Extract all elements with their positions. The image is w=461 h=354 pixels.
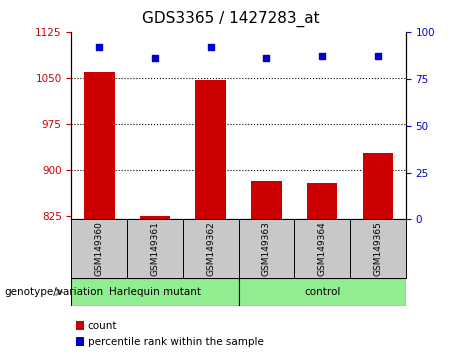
Bar	[294, 219, 350, 278]
Text: GDS3365 / 1427283_at: GDS3365 / 1427283_at	[142, 11, 319, 27]
Bar	[76, 337, 84, 346]
Bar	[238, 278, 406, 306]
Point	[207, 44, 214, 50]
Text: GSM149364: GSM149364	[318, 221, 327, 276]
Text: GSM149363: GSM149363	[262, 221, 271, 276]
Bar	[350, 219, 406, 278]
Bar	[71, 219, 127, 278]
Point	[263, 55, 270, 61]
Bar	[183, 219, 238, 278]
Bar	[251, 181, 282, 219]
Bar	[307, 183, 337, 219]
Point	[151, 55, 159, 61]
Bar	[362, 153, 393, 219]
Bar	[195, 80, 226, 219]
Text: Harlequin mutant: Harlequin mutant	[109, 287, 201, 297]
Bar	[140, 216, 170, 219]
Text: count: count	[88, 321, 117, 331]
Bar	[71, 278, 239, 306]
Text: genotype/variation: genotype/variation	[5, 287, 104, 297]
Bar	[238, 219, 294, 278]
Point	[374, 53, 382, 59]
Bar	[127, 219, 183, 278]
Point	[95, 44, 103, 50]
Text: control: control	[304, 287, 340, 297]
Text: GSM149362: GSM149362	[206, 221, 215, 276]
Bar	[76, 321, 84, 330]
Text: GSM149361: GSM149361	[150, 221, 160, 276]
Text: GSM149360: GSM149360	[95, 221, 104, 276]
Bar	[84, 72, 115, 219]
Point	[319, 53, 326, 59]
Text: percentile rank within the sample: percentile rank within the sample	[88, 337, 264, 347]
Text: GSM149365: GSM149365	[373, 221, 382, 276]
